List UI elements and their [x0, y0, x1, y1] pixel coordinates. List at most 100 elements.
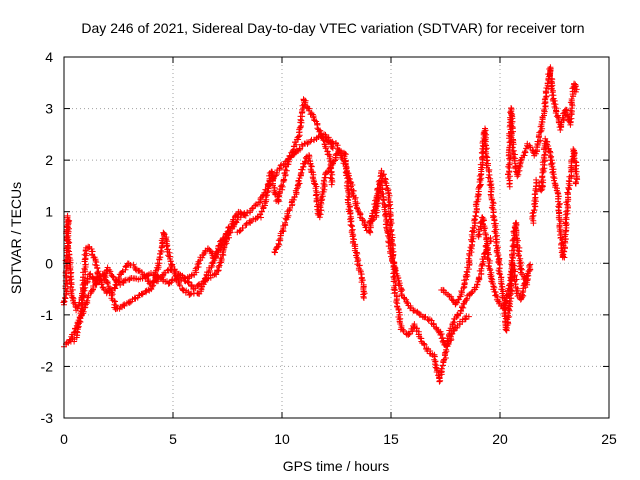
data-point: [360, 295, 367, 301]
data-point: [551, 97, 558, 104]
data-point: [463, 297, 470, 303]
data-point: [347, 210, 354, 217]
x-tick-label: 0: [60, 431, 68, 447]
data-point: [232, 212, 239, 219]
data-point: [476, 231, 483, 238]
data-point: [480, 217, 487, 224]
data-point: [104, 279, 111, 286]
data-point: [573, 176, 580, 183]
data-point: [560, 248, 567, 255]
y-tick-label: 1: [45, 204, 53, 220]
data-point: [328, 181, 335, 188]
data-point: [120, 302, 127, 309]
data-point: [521, 149, 528, 156]
data-point: [476, 274, 483, 281]
y-axis-label: SDTVAR / TECUs: [8, 182, 24, 294]
data-point: [277, 162, 284, 169]
data-point: [506, 157, 513, 163]
data-point: [495, 267, 502, 274]
x-axis-label: GPS time / hours: [283, 458, 390, 474]
data-point: [448, 293, 455, 300]
data-point: [497, 271, 504, 278]
data-point: [557, 127, 564, 133]
data-point: [568, 158, 575, 165]
data-point: [496, 270, 503, 277]
data-point: [98, 281, 105, 288]
data-point: [149, 279, 156, 286]
data-point: [552, 101, 559, 108]
data-point: [431, 353, 438, 360]
data-point: [79, 300, 86, 307]
data-point: [561, 254, 568, 261]
data-point: [354, 205, 361, 212]
data-point: [538, 187, 545, 194]
x-tick-label: 5: [169, 431, 177, 447]
data-point: [557, 218, 564, 225]
data-point: [217, 255, 224, 261]
data-point: [218, 256, 225, 263]
data-point: [564, 189, 571, 196]
data-point: [110, 274, 117, 280]
data-point: [465, 313, 472, 320]
data-point: [550, 174, 557, 181]
series-arc-e: [271, 147, 368, 301]
data-point: [527, 261, 534, 268]
data-point: [485, 251, 492, 258]
data-point: [502, 326, 509, 333]
data-point: [477, 182, 484, 189]
data-point: [187, 291, 194, 298]
series-arc-i: [475, 214, 534, 312]
data-point: [217, 238, 223, 245]
series-arc-k: [529, 135, 581, 261]
data-point: [181, 274, 188, 281]
data-point: [112, 298, 118, 305]
data-point: [397, 288, 404, 295]
data-point: [568, 96, 575, 102]
data-point: [551, 177, 557, 184]
data-point: [241, 211, 248, 218]
y-tick-label: 4: [45, 49, 53, 65]
data-point: [378, 168, 385, 174]
data-point: [561, 231, 568, 238]
data-point: [258, 214, 264, 221]
data-point: [493, 248, 500, 255]
x-tick-label: 15: [383, 431, 399, 447]
data-point: [541, 152, 548, 159]
data-point: [207, 268, 214, 274]
data-point: [524, 270, 531, 277]
data-point: [513, 290, 520, 297]
data-point: [332, 157, 338, 164]
data-point: [282, 219, 289, 226]
data-point: [82, 266, 88, 273]
data-point: [563, 214, 570, 221]
x-tick-label: 10: [274, 431, 290, 447]
data-point: [420, 340, 427, 347]
plot-frame: [63, 56, 610, 419]
data-point: [391, 269, 398, 276]
data-point: [432, 361, 438, 368]
data-point: [157, 247, 164, 254]
series-arc-g: [366, 167, 472, 385]
data-point: [121, 301, 128, 308]
data-point: [533, 176, 540, 183]
data-point: [223, 230, 230, 237]
y-tick-label: 2: [45, 152, 53, 168]
y-tick-label: -2: [41, 358, 54, 374]
data-point: [399, 287, 406, 294]
data-point: [489, 196, 496, 203]
data-point: [195, 281, 202, 288]
y-tick-label: -3: [41, 410, 54, 426]
data-point: [82, 261, 89, 268]
y-tick-label: 0: [45, 255, 53, 271]
series-arc-j: [505, 64, 580, 190]
data-point: [302, 158, 308, 165]
data-point: [236, 227, 243, 234]
data-point: [297, 113, 304, 120]
data-point: [442, 349, 449, 356]
data-point: [442, 355, 449, 361]
data-point: [290, 196, 297, 203]
data-point: [223, 231, 230, 238]
data-point: [556, 204, 563, 211]
data-point: [82, 255, 89, 262]
